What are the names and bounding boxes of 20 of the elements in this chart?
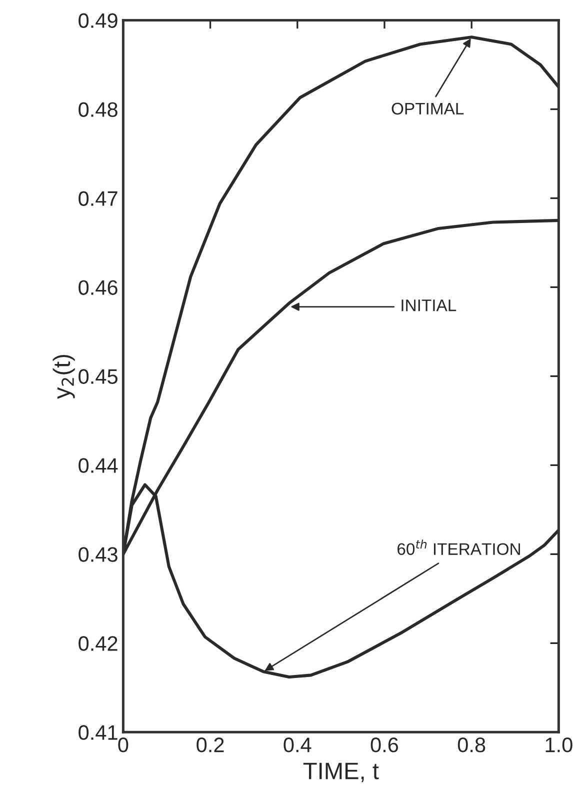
annotation: 60$^{th}$ ITERATION [398, 540, 520, 555]
x-tick-label: 0.4 [284, 738, 312, 752]
y-tick-label: 0.47 [78, 191, 118, 206]
annotation: OPTIMAL [392, 102, 464, 115]
x-tick-label: 0.2 [196, 738, 224, 752]
y-tick-label: 0.42 [78, 636, 118, 651]
x-tick-label: 0.6 [370, 738, 398, 752]
y-tick-label: 0.49 [78, 13, 118, 28]
y-tick-label: 0.46 [78, 280, 118, 295]
y-axis-title: y$_{2}$(t) [52, 354, 75, 399]
y-tick-label: 0.48 [78, 102, 118, 117]
x-tick-label: 0.8 [458, 738, 486, 752]
y-tick-label: 0.44 [78, 458, 118, 473]
x-tick-label: 0 [118, 738, 128, 752]
y-tick-label: 0.45 [78, 369, 118, 384]
x-tick-label: 1.0 [546, 738, 572, 752]
annotation: INITIAL [402, 300, 456, 312]
y-tick-label: 0.43 [78, 547, 118, 562]
y-tick-label: 0.41 [78, 725, 118, 740]
x-axis-title: TIME, t [303, 762, 379, 782]
